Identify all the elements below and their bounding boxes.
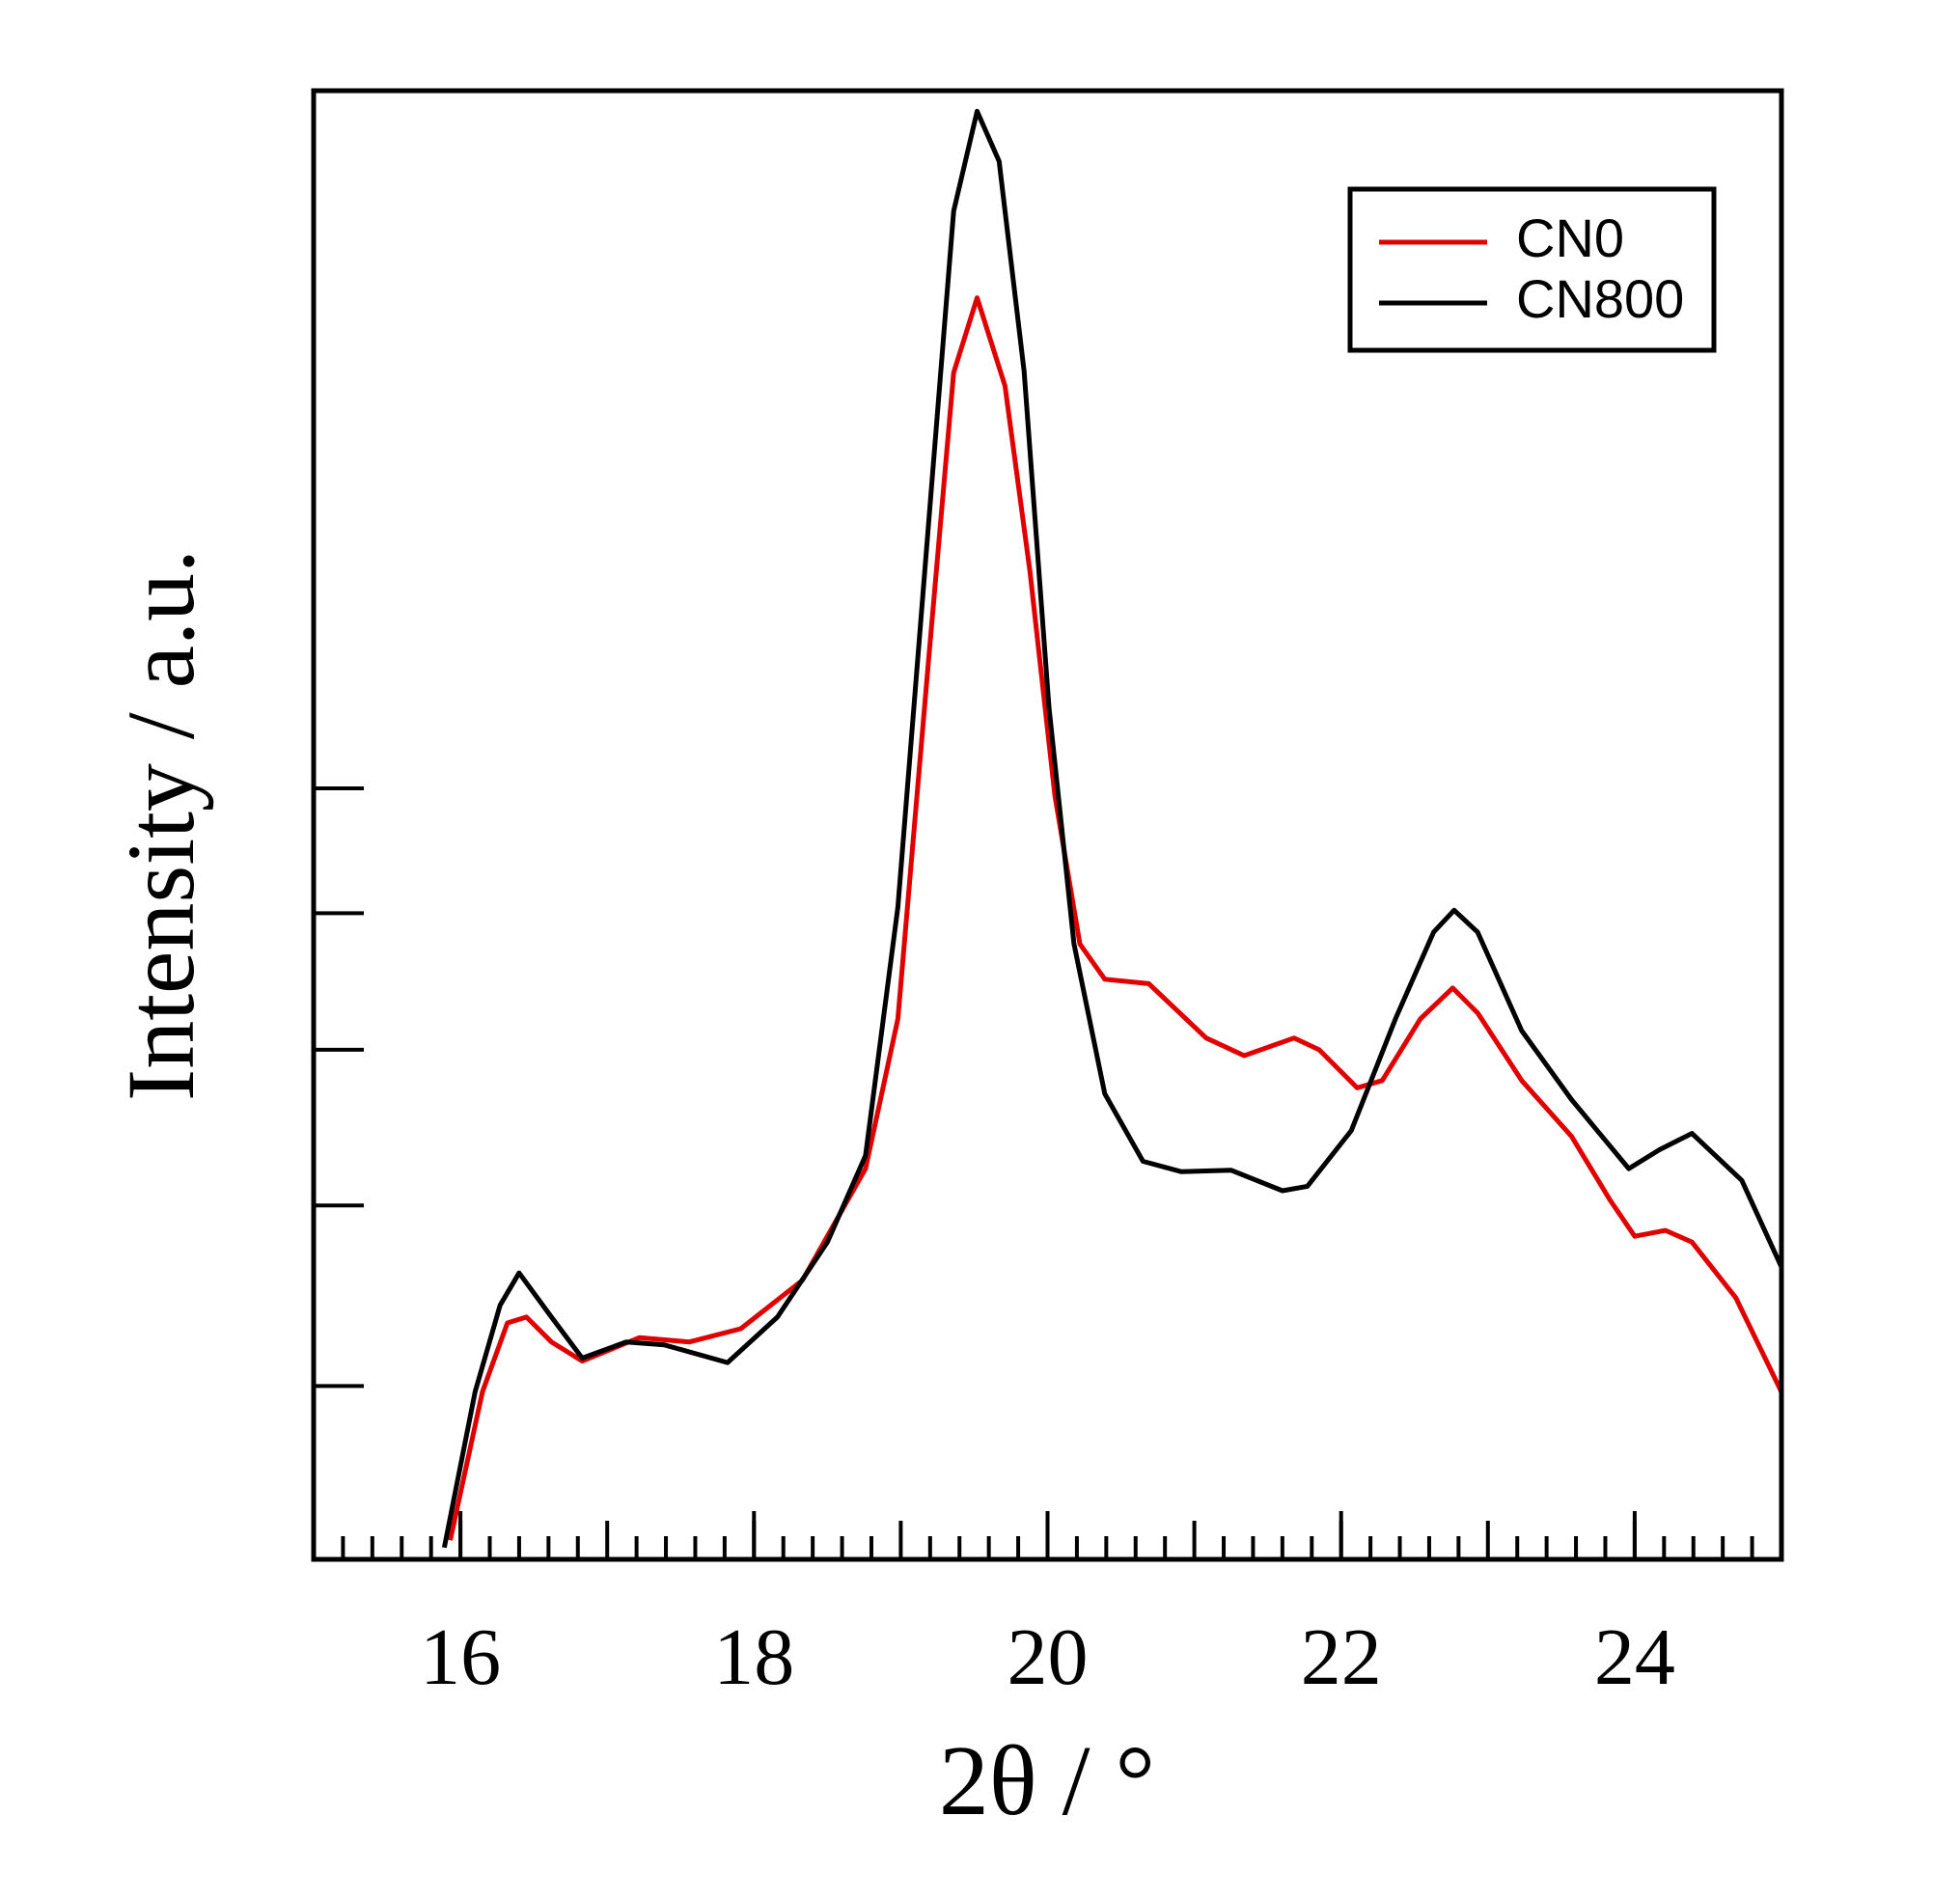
legend-label: CN0 [1516,207,1624,268]
x-tick-label: 18 [713,1612,794,1702]
x-tick-label: 22 [1301,1612,1382,1702]
x-tick-label: 16 [420,1612,501,1702]
legend-label: CN800 [1516,268,1684,329]
legend-box [1347,186,1717,353]
y-axis-label: Intensity / a.u. [107,549,214,1101]
line-series [441,108,1781,1549]
x-axis-label: 2θ / ° [939,1725,1155,1836]
plot-frame [311,88,1784,1562]
x-tick-label: 24 [1594,1612,1675,1702]
line-series [448,295,1781,1541]
x-tick-label: 20 [1008,1612,1089,1702]
